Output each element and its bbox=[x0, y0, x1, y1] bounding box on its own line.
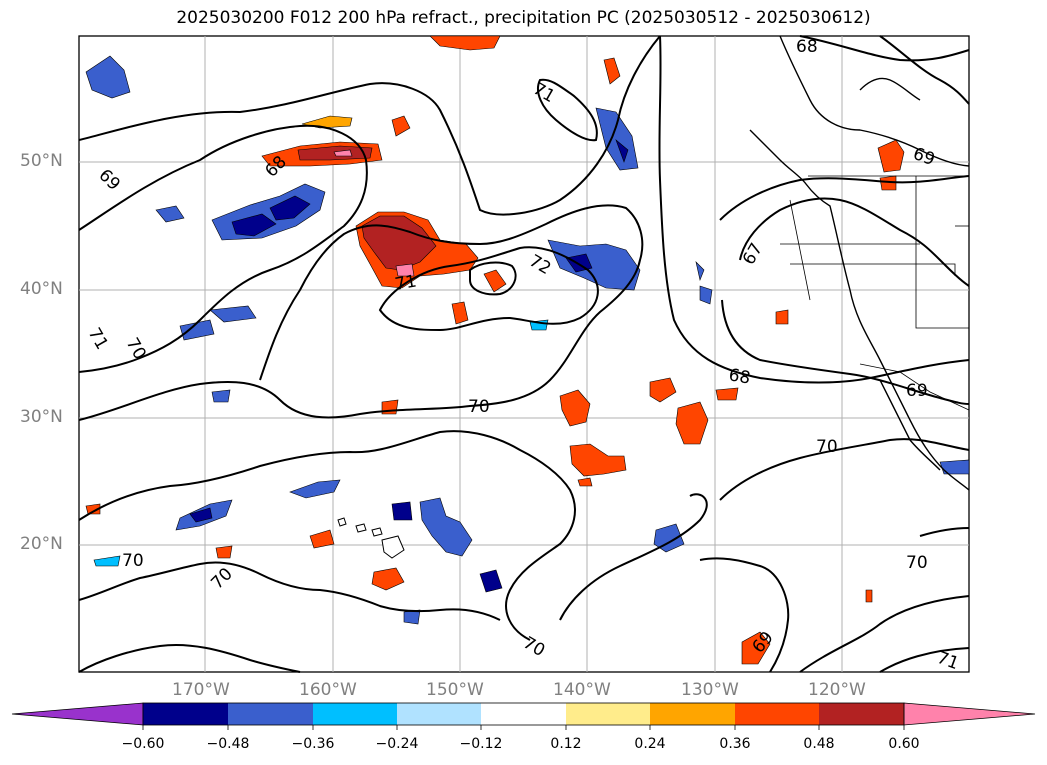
negative-precip-patches bbox=[85, 55, 970, 625]
political-boundaries bbox=[780, 175, 970, 411]
colorbar-min-extension bbox=[11, 702, 144, 726]
colorbar-swatch bbox=[566, 703, 650, 725]
lon-label: 150°W bbox=[426, 680, 484, 700]
colorbar-swatch bbox=[481, 703, 566, 725]
lon-label: 120°W bbox=[808, 680, 866, 700]
contour-label: 71 bbox=[393, 271, 418, 294]
lon-label: 170°W bbox=[172, 680, 230, 700]
lon-label: 130°W bbox=[681, 680, 739, 700]
lat-label: 40°N bbox=[20, 279, 63, 299]
colorbar-swatch bbox=[735, 703, 819, 725]
lon-label: 140°W bbox=[553, 680, 611, 700]
colorbar-swatch bbox=[228, 703, 313, 725]
lat-label: 30°N bbox=[20, 407, 63, 427]
colorbar bbox=[11, 702, 1036, 730]
map-title: 2025030200 F012 200 hPa refract., precip… bbox=[176, 8, 871, 28]
lat-label: 50°N bbox=[20, 151, 63, 171]
colorbar-tick-label: 0.12 bbox=[550, 736, 582, 752]
colorbar-tick-label: −0.60 bbox=[121, 736, 165, 752]
colorbar-swatch bbox=[397, 703, 481, 725]
colorbar-tick-label: 0.60 bbox=[888, 736, 920, 752]
colorbar-tick-label: 0.36 bbox=[719, 736, 751, 752]
lat-label: 20°N bbox=[20, 534, 63, 554]
hawaii-islands bbox=[337, 517, 405, 559]
refractivity-contours bbox=[78, 35, 970, 673]
contour-label: 70 bbox=[468, 397, 490, 417]
colorbar-tick-label: −0.12 bbox=[459, 736, 503, 752]
coastline bbox=[749, 35, 970, 491]
colorbar-frame bbox=[142, 702, 905, 726]
contour-label: 70 bbox=[816, 437, 838, 457]
lon-label: 160°W bbox=[299, 680, 357, 700]
colorbar-tick-label: 0.48 bbox=[803, 736, 835, 752]
contour-label: 70 bbox=[906, 553, 928, 573]
colorbar-swatch bbox=[313, 703, 397, 725]
contour-label: 68 bbox=[727, 365, 752, 388]
gridlines bbox=[79, 36, 969, 672]
colorbar-tick-label: 0.24 bbox=[634, 736, 666, 752]
map-panel bbox=[78, 35, 970, 673]
contour-label: 68 bbox=[796, 37, 818, 57]
colorbar-swatch bbox=[819, 703, 904, 725]
colorbar-tick-label: −0.48 bbox=[206, 736, 250, 752]
colorbar-tick-label: −0.36 bbox=[291, 736, 335, 752]
contour-label: 69 bbox=[906, 381, 928, 401]
contour-label: 70 bbox=[122, 551, 144, 571]
colorbar-tick-label: −0.24 bbox=[375, 736, 419, 752]
colorbar-swatch bbox=[143, 703, 228, 725]
colorbar-max-extension bbox=[903, 702, 1036, 726]
colorbar-swatch bbox=[650, 703, 735, 725]
